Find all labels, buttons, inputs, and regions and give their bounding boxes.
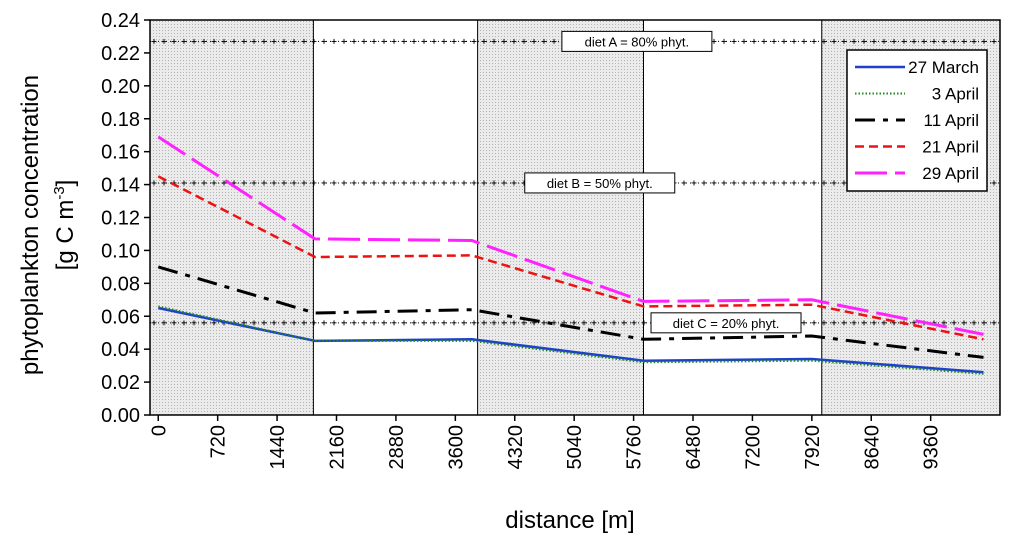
y-tick-label: 0.16 <box>101 142 140 164</box>
legend-label-5: 29 April <box>922 164 979 183</box>
y-tick-label: 0.10 <box>101 240 140 262</box>
x-tick-label: 3600 <box>445 425 467 470</box>
shaded-region-2 <box>477 19 644 416</box>
plot-area: diet A = 80% phyt. diet B = 50% phyt. diet… <box>101 10 1001 470</box>
legend-label-4: 21 April <box>922 138 979 157</box>
y-tick-label: 0.08 <box>101 273 140 295</box>
y-tick-label: 0.20 <box>101 76 140 98</box>
reference-label-box-3 <box>650 312 802 334</box>
legend-label-2: 3 April <box>932 85 979 104</box>
y-tick-label: 0.12 <box>101 208 140 230</box>
y-axis-title-line2: [g C m-3] <box>51 180 79 271</box>
legend-label-1: 27 March <box>908 58 979 77</box>
y-tick-label: 0.02 <box>101 372 140 394</box>
x-tick-label: 720 <box>208 425 230 458</box>
reference-label-box-2 <box>524 172 676 194</box>
reference-label-box-1 <box>561 30 713 52</box>
reference-label-1: diet A = 80% phyt. <box>585 34 689 49</box>
y-axis-unit-prefix: [g C m <box>52 200 79 271</box>
shaded-region-1 <box>149 19 314 416</box>
x-tick-label: 2160 <box>327 425 349 470</box>
y-tick-label: 0.22 <box>101 43 140 65</box>
y-tick-label: 0.06 <box>101 306 140 328</box>
x-axis-title: distance [m] <box>505 507 634 534</box>
x-tick-label: 4320 <box>505 425 527 470</box>
legend-label-3: 11 April <box>924 111 979 130</box>
reference-label-3: diet C = 20% phyt. <box>673 316 780 331</box>
y-tick-label: 0.00 <box>101 405 140 427</box>
y-tick-label: 0.24 <box>101 10 140 32</box>
series-line-3 <box>157 265 984 359</box>
x-tick-label: 1440 <box>267 425 289 470</box>
y-tick-label: 0.18 <box>101 109 140 131</box>
x-tick-label: 5040 <box>564 425 586 470</box>
y-axis-unit-exponent: -3 <box>51 186 68 199</box>
series-line-5 <box>157 135 984 336</box>
series-line-4 <box>157 175 984 341</box>
x-tick-label: 2880 <box>386 425 408 470</box>
x-tick-label: 7200 <box>742 425 764 470</box>
x-tick-label: 7920 <box>802 425 824 470</box>
y-axis-title-line1: phytoplankton concentration <box>17 75 44 375</box>
series-line-2 <box>158 305 984 375</box>
reference-label-2: diet B = 50% phyt. <box>547 176 653 191</box>
y-tick-label: 0.14 <box>101 175 140 197</box>
x-tick-label: 8640 <box>861 425 883 470</box>
y-axis-unit-suffix: ] <box>52 180 79 187</box>
x-tick-label: 5760 <box>624 425 646 470</box>
x-tick-label: 9360 <box>921 425 943 470</box>
x-tick-label: 6480 <box>683 425 705 470</box>
x-tick-label: 0 <box>148 425 170 436</box>
y-tick-label: 0.04 <box>101 339 140 361</box>
